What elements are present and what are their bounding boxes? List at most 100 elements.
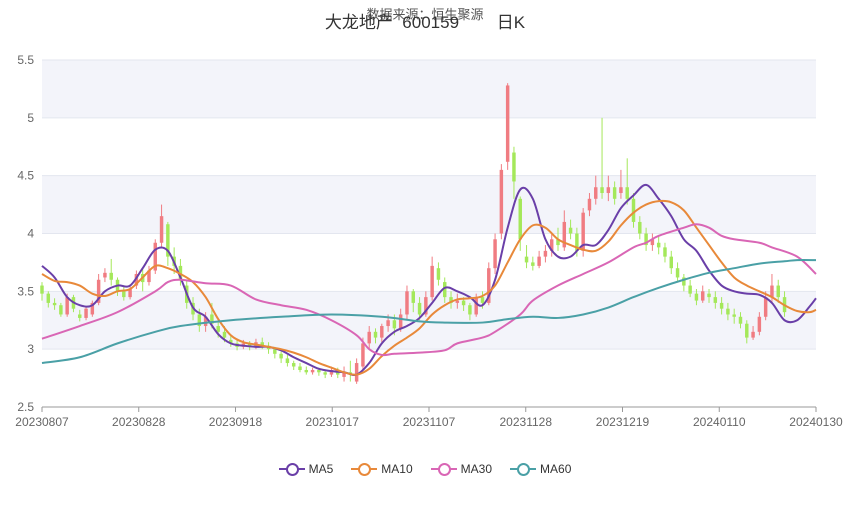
candle (279, 351, 283, 364)
candle (411, 289, 415, 313)
candle-body (40, 285, 44, 294)
candle-body (298, 366, 302, 370)
candle-body (606, 187, 611, 194)
legend-item-ma5[interactable]: MA5 (278, 462, 333, 476)
candle-body (424, 297, 428, 315)
candle (543, 245, 548, 263)
candle-body (719, 302, 724, 309)
candle-body (656, 242, 661, 248)
y-tick-label: 5 (27, 111, 34, 125)
x-tick-label: 20231128 (500, 415, 553, 429)
candle (449, 291, 453, 309)
candle (650, 233, 655, 251)
candle (354, 358, 359, 384)
legend-swatch (510, 463, 537, 476)
data-source-label: 数据来源：恒生聚源 (366, 7, 484, 22)
candle (436, 262, 441, 286)
candle (587, 193, 592, 217)
candle-body (612, 187, 617, 199)
legend-swatch (430, 463, 457, 476)
candle-body (323, 372, 327, 375)
candle (663, 242, 667, 263)
candle-body (317, 369, 321, 373)
candle-body (461, 300, 466, 306)
candle-body (505, 85, 510, 162)
x-axis: 20230807 20230828 20230918 20231017 20231107… (15, 406, 843, 429)
candle-body (329, 369, 334, 375)
candle-body (216, 326, 220, 332)
legend-label: MA30 (460, 462, 493, 476)
candle-body (178, 265, 183, 280)
candle-body (210, 314, 214, 324)
candle (719, 297, 724, 315)
candle-body (273, 349, 277, 354)
series-line-ma10 (41, 199, 817, 376)
candle (455, 293, 460, 309)
candle-body (468, 305, 472, 315)
candle-body (128, 289, 132, 298)
candle-body (499, 169, 504, 234)
candle-body (682, 277, 686, 286)
candle-body (367, 331, 371, 344)
candle-body (587, 198, 592, 211)
candle-body (361, 343, 365, 367)
candle-body (631, 198, 636, 222)
legend-item-ma60[interactable]: MA60 (510, 462, 571, 476)
candle (46, 291, 51, 308)
candle-body (707, 293, 711, 298)
candle (757, 312, 762, 336)
candle-body (638, 221, 642, 234)
candle-body (770, 285, 774, 298)
candle-body (512, 152, 516, 182)
legend-item-ma10[interactable]: MA10 (351, 462, 413, 476)
candle (348, 360, 353, 382)
candle (738, 312, 743, 329)
candle (707, 289, 711, 303)
candle (229, 335, 233, 347)
candle-body (763, 297, 768, 317)
candle (612, 181, 617, 205)
candle (405, 285, 409, 321)
candle-body (619, 187, 623, 194)
candle-body (109, 272, 113, 280)
candle-body (380, 326, 384, 338)
candle (424, 291, 428, 317)
candle-body (291, 363, 296, 367)
candle (594, 175, 598, 205)
candle-body (229, 339, 233, 344)
candle-body (436, 268, 441, 280)
candle-body (455, 300, 460, 303)
candlesticks (40, 83, 787, 384)
candle (625, 158, 629, 205)
series-line-ma30 (41, 223, 817, 357)
candle-body (600, 187, 604, 194)
candle-body (405, 291, 409, 315)
candle-body (159, 216, 164, 243)
x-tick-label: 20230828 (112, 415, 166, 429)
candle (103, 268, 107, 283)
candle-body (65, 297, 69, 315)
moving-average-lines (41, 183, 817, 376)
legend-label: MA60 (540, 462, 572, 476)
x-tick-label: 20240130 (789, 415, 843, 429)
candle (512, 146, 516, 199)
grid-band (42, 291, 816, 350)
candle (581, 208, 585, 257)
candle-body (398, 314, 403, 329)
candle (128, 284, 132, 300)
candle (562, 210, 567, 251)
candle (342, 366, 346, 382)
chart-legend: MA5 MA10 MA30 MA60 (0, 462, 850, 476)
candle-body (518, 198, 522, 240)
candle (499, 164, 504, 240)
candle (631, 193, 636, 228)
candle-body (474, 297, 478, 315)
legend-item-ma30[interactable]: MA30 (430, 462, 493, 476)
candle-body (663, 247, 667, 257)
candle-body (732, 314, 736, 317)
candle-body (487, 268, 491, 303)
candle (568, 219, 573, 240)
candle-body (543, 250, 548, 257)
candle-body (625, 187, 629, 199)
candle (751, 326, 755, 340)
